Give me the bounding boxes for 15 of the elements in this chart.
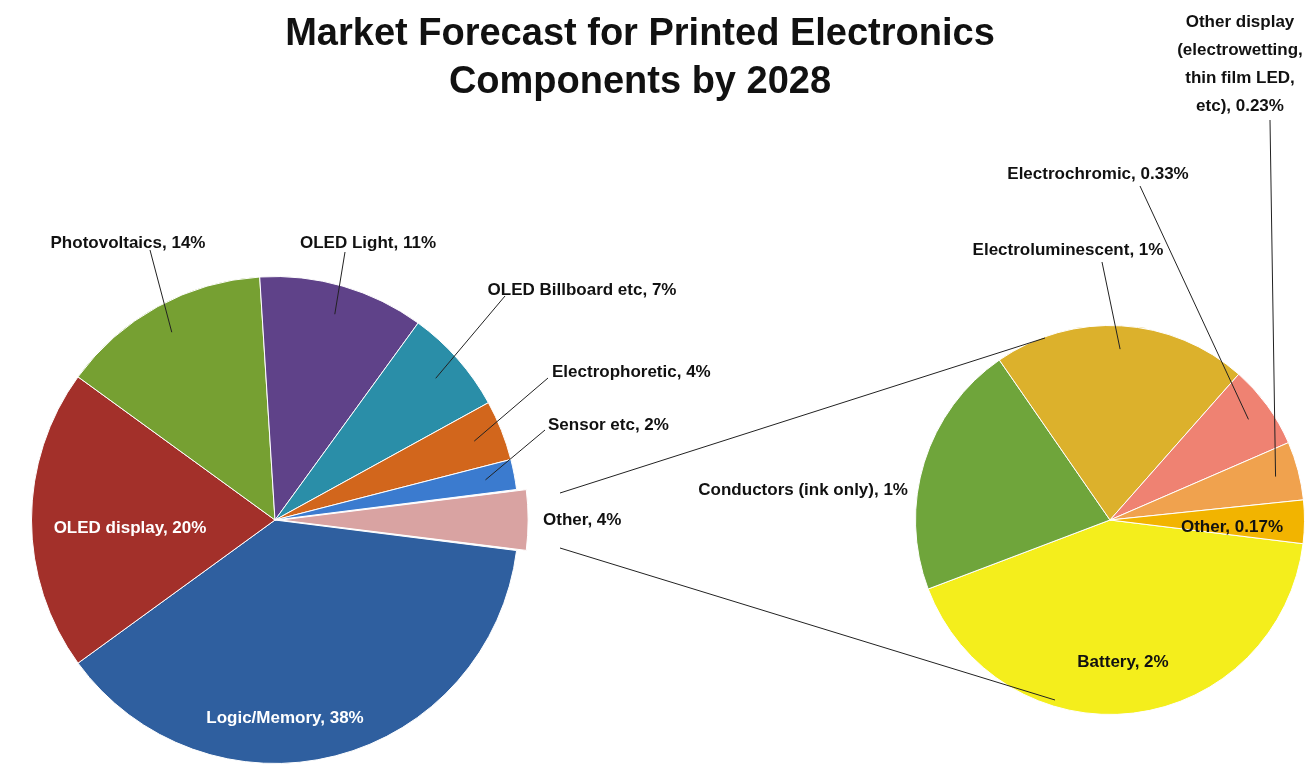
slice-label: OLED display, 20% <box>53 517 207 537</box>
slice-label: Other display (electrowetting, thin film LED, etc), 0.23% <box>1177 11 1303 115</box>
slice-label: Electroluminescent, 1% <box>972 239 1164 259</box>
slice-label: Sensor etc, 2% <box>548 414 669 434</box>
slice-label: Logic/Memory, 38% <box>206 707 364 727</box>
slice-label: OLED Light, 11% <box>299 232 437 252</box>
slice-label: Photovoltaics, 14% <box>50 232 206 252</box>
slice-label: Electrophoretic, 4% <box>552 361 711 381</box>
slice-label: Electrochromic, 0.33% <box>1007 163 1189 183</box>
slice-label: Other, 4% <box>543 509 622 529</box>
slice-label: Conductors (ink only), 1% <box>698 479 908 499</box>
slice-label: Other, 0.17% <box>1180 516 1284 536</box>
chart-title: Market Forecast for Printed Electronics Components by 2028 <box>284 10 996 103</box>
slice-label: Battery, 2% <box>1077 651 1169 671</box>
slice-label: OLED Billboard etc, 7% <box>487 279 677 299</box>
